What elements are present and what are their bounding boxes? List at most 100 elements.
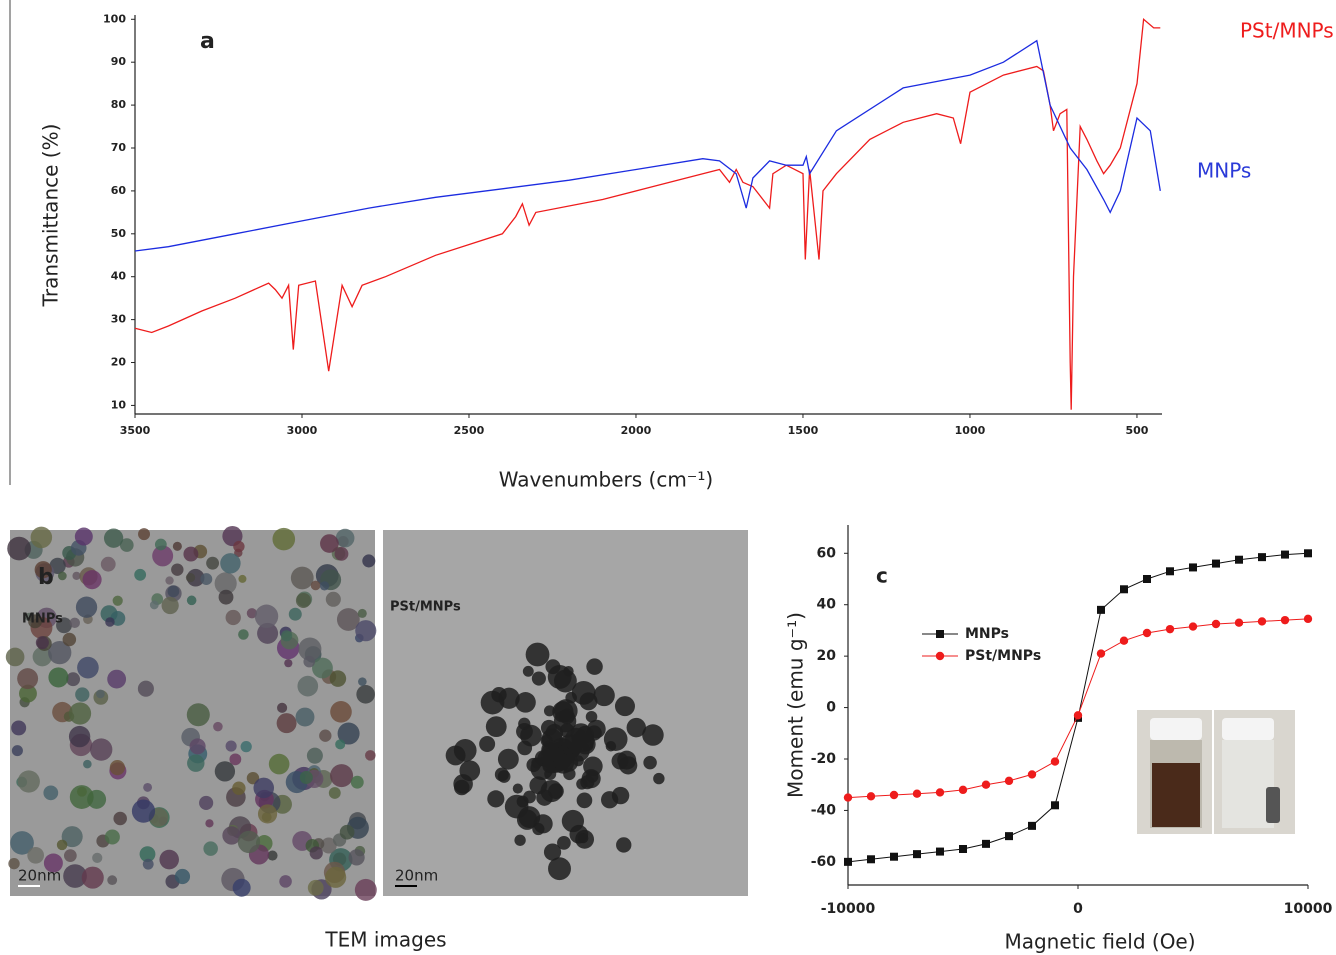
particle: [350, 775, 364, 789]
x-axis-label: Magnetic field (Oe): [1004, 930, 1195, 954]
marker: [981, 780, 991, 789]
particle: [603, 727, 628, 751]
particle: [185, 573, 196, 583]
particle: [514, 834, 526, 846]
particle: [142, 858, 154, 870]
x-tick-label: 1000: [955, 424, 986, 437]
particle: [330, 764, 354, 788]
particle: [479, 736, 496, 752]
particle: [480, 690, 505, 715]
particle: [5, 647, 25, 667]
y-tick-label: 0: [826, 700, 836, 716]
particle: [531, 671, 546, 686]
particle: [225, 609, 241, 626]
particle: [240, 740, 252, 753]
marker: [935, 788, 945, 797]
particle: [56, 617, 72, 634]
particle: [103, 528, 124, 548]
particle: [107, 875, 118, 886]
particle: [518, 806, 541, 828]
y-tick-label: -60: [811, 854, 837, 870]
marker: [912, 789, 922, 798]
particle: [526, 757, 541, 773]
magnet: [1266, 787, 1280, 823]
particle: [356, 685, 375, 704]
particle: [81, 866, 104, 889]
particle: [268, 753, 290, 775]
particle: [541, 728, 563, 750]
particle: [68, 702, 92, 725]
scale-label: 20nm: [395, 867, 438, 885]
y-tick-label: 20: [817, 648, 837, 664]
particle: [238, 574, 247, 583]
particle: [543, 705, 556, 717]
particle: [295, 707, 315, 727]
particle: [557, 836, 571, 850]
particle: [319, 581, 330, 591]
particle: [218, 589, 234, 605]
y-axis-label: Transmittance (%): [39, 124, 63, 308]
particle: [576, 778, 588, 790]
particle: [232, 878, 251, 897]
particle: [284, 659, 293, 668]
particle: [62, 632, 77, 647]
legend-label: PSt/MNPs: [965, 648, 1041, 664]
particle: [189, 738, 206, 755]
y-tick-label: -40: [811, 802, 837, 818]
particle: [161, 596, 179, 615]
particle: [335, 528, 355, 548]
marker: [1281, 550, 1289, 559]
particle: [522, 665, 534, 677]
particle: [563, 665, 574, 677]
particle: [96, 689, 105, 699]
x-axis-label: Wavenumbers (cm⁻¹): [499, 468, 713, 492]
marker: [889, 790, 899, 800]
particle: [453, 779, 470, 796]
marker: [913, 850, 921, 859]
particle: [238, 629, 249, 640]
particle: [232, 781, 246, 795]
particle: [203, 841, 218, 856]
particle: [48, 640, 72, 665]
particle: [187, 754, 205, 772]
particle: [68, 725, 91, 748]
particle: [362, 554, 376, 568]
marker: [1304, 549, 1312, 558]
x-tick-label: 10000: [1284, 901, 1333, 917]
particle: [104, 829, 120, 845]
vial: [1222, 740, 1274, 828]
particle: [593, 684, 615, 707]
particle: [165, 576, 174, 585]
particle: [579, 692, 598, 711]
scale-label: 20nm: [18, 867, 61, 885]
particle: [295, 592, 311, 609]
particle: [154, 538, 167, 551]
y-tick-label: 30: [111, 313, 127, 326]
particle: [320, 837, 337, 854]
image-label: PSt/MNPs: [390, 600, 461, 615]
particle: [137, 680, 154, 697]
particle: [309, 846, 323, 860]
particle: [553, 709, 577, 733]
particle: [90, 738, 113, 761]
particle: [543, 843, 562, 861]
particle: [257, 622, 279, 644]
vial-cap: [1222, 718, 1274, 740]
marker: [1166, 567, 1174, 576]
particle: [27, 846, 45, 864]
legend-marker: [936, 630, 944, 638]
marker: [958, 785, 968, 795]
particle: [453, 739, 477, 762]
particle: [297, 675, 319, 697]
marker: [959, 845, 967, 853]
particle: [512, 783, 523, 794]
marker: [1257, 617, 1267, 626]
particle: [92, 852, 103, 863]
particle: [107, 669, 127, 689]
particle: [578, 832, 589, 844]
particle: [61, 826, 83, 848]
particle: [303, 655, 316, 668]
marker: [1005, 832, 1013, 841]
marker: [1142, 628, 1152, 638]
